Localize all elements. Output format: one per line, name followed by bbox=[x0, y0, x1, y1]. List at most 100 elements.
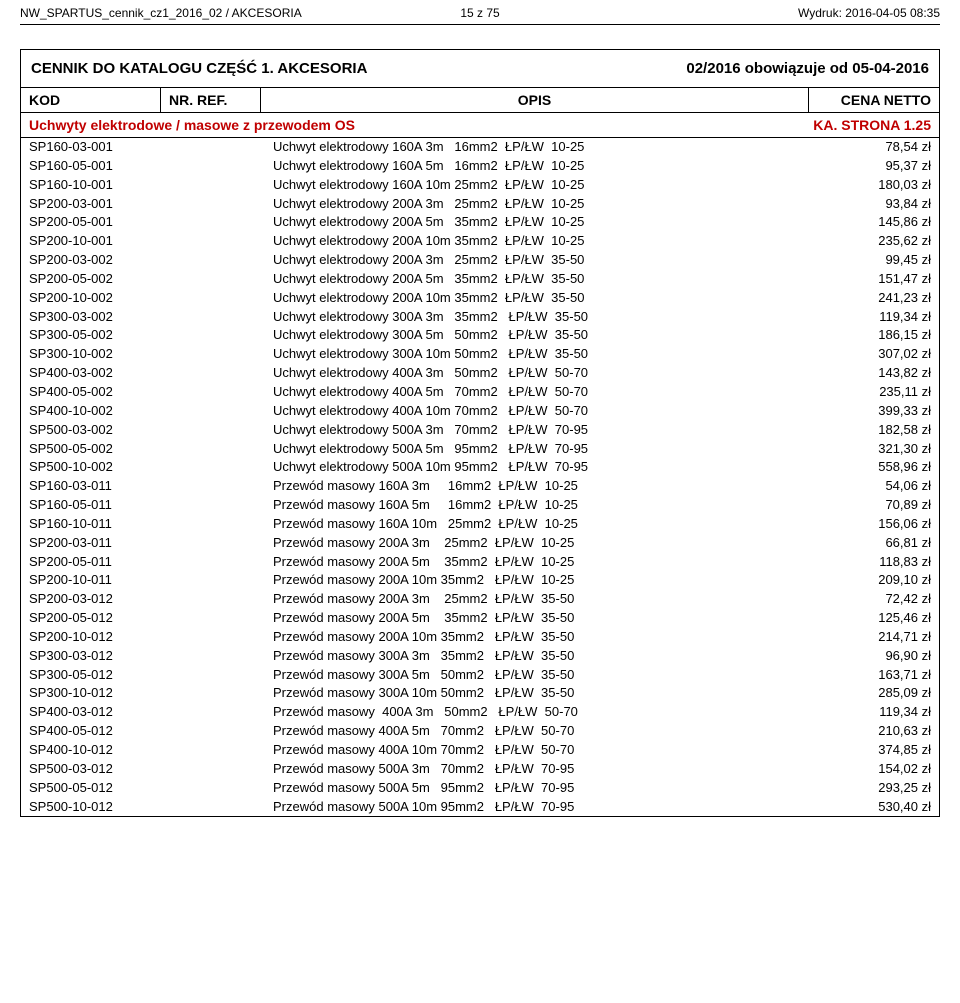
cell-opis: Przewód masowy 400A 10m 70mm2 ŁP/ŁW 50-7… bbox=[269, 741, 801, 760]
cell-opis: Uchwyt elektrodowy 200A 5m 35mm2 ŁP/ŁW 3… bbox=[269, 270, 801, 289]
cell-ref bbox=[169, 722, 269, 741]
cell-cena: 70,89 zł bbox=[801, 496, 931, 515]
cell-cena: 156,06 zł bbox=[801, 515, 931, 534]
catalog-title: CENNIK DO KATALOGU CZĘŚĆ 1. AKCESORIA bbox=[31, 60, 367, 77]
table-row: SP300-05-002Uchwyt elektrodowy 300A 5m 5… bbox=[21, 326, 939, 345]
cell-ref bbox=[169, 176, 269, 195]
cell-ref bbox=[169, 458, 269, 477]
cell-kod: SP300-05-012 bbox=[29, 666, 169, 685]
cell-kod: SP160-03-011 bbox=[29, 477, 169, 496]
col-header-cena: CENA NETTO bbox=[809, 88, 939, 112]
section-heading: Uchwyty elektrodowe / masowe z przewodem… bbox=[21, 113, 939, 138]
cell-cena: 145,86 zł bbox=[801, 213, 931, 232]
cell-ref bbox=[169, 232, 269, 251]
cell-kod: SP160-05-011 bbox=[29, 496, 169, 515]
table-row: SP500-10-012Przewód masowy 500A 10m 95mm… bbox=[21, 798, 939, 817]
cell-ref bbox=[169, 138, 269, 157]
cell-opis: Przewód masowy 200A 3m 25mm2 ŁP/ŁW 10-25 bbox=[269, 534, 801, 553]
cell-ref bbox=[169, 364, 269, 383]
cell-opis: Uchwyt elektrodowy 200A 5m 35mm2 ŁP/ŁW 1… bbox=[269, 213, 801, 232]
cell-ref bbox=[169, 553, 269, 572]
cell-kod: SP200-03-011 bbox=[29, 534, 169, 553]
cell-opis: Przewód masowy 160A 5m 16mm2 ŁP/ŁW 10-25 bbox=[269, 496, 801, 515]
header-center: 15 z 75 bbox=[440, 6, 519, 20]
cell-opis: Uchwyt elektrodowy 160A 3m 16mm2 ŁP/ŁW 1… bbox=[269, 138, 801, 157]
cell-opis: Uchwyt elektrodowy 400A 10m 70mm2 ŁP/ŁW … bbox=[269, 402, 801, 421]
cell-ref bbox=[169, 157, 269, 176]
catalog-valid-from: 02/2016 obowiązuje od 05-04-2016 bbox=[686, 60, 929, 77]
cell-ref bbox=[169, 684, 269, 703]
cell-kod: SP200-05-001 bbox=[29, 213, 169, 232]
cell-ref bbox=[169, 779, 269, 798]
cell-opis: Uchwyt elektrodowy 200A 3m 25mm2 ŁP/ŁW 1… bbox=[269, 195, 801, 214]
cell-ref bbox=[169, 760, 269, 779]
cell-opis: Przewód masowy 300A 5m 50mm2 ŁP/ŁW 35-50 bbox=[269, 666, 801, 685]
cell-kod: SP300-03-002 bbox=[29, 308, 169, 327]
cell-kod: SP300-05-002 bbox=[29, 326, 169, 345]
cell-cena: 78,54 zł bbox=[801, 138, 931, 157]
cell-opis: Uchwyt elektrodowy 500A 5m 95mm2 ŁP/ŁW 7… bbox=[269, 440, 801, 459]
table-row: SP300-05-012 Przewód masowy 300A 5m 50mm2… bbox=[21, 666, 939, 685]
cell-kod: SP500-10-002 bbox=[29, 458, 169, 477]
cell-cena: 95,37 zł bbox=[801, 157, 931, 176]
header-right: Wydruk: 2016-04-05 08:35 bbox=[520, 6, 940, 20]
cell-ref bbox=[169, 703, 269, 722]
table-row: SP200-05-011Przewód masowy 200A 5m 35mm2… bbox=[21, 553, 939, 572]
cell-ref bbox=[169, 571, 269, 590]
cell-opis: Uchwyt elektrodowy 160A 10m 25mm2 ŁP/ŁW … bbox=[269, 176, 801, 195]
cell-ref bbox=[169, 628, 269, 647]
cell-ref bbox=[169, 402, 269, 421]
cell-cena: 530,40 zł bbox=[801, 798, 931, 817]
cell-opis: Przewód masowy 200A 5m 35mm2 ŁP/ŁW 35-50 bbox=[269, 609, 801, 628]
cell-opis: Przewód masowy 300A 10m 50mm2 ŁP/ŁW 35-5… bbox=[269, 684, 801, 703]
cell-cena: 154,02 zł bbox=[801, 760, 931, 779]
cell-ref bbox=[169, 289, 269, 308]
cell-ref bbox=[169, 741, 269, 760]
cell-cena: 209,10 zł bbox=[801, 571, 931, 590]
table-row: SP160-10-001Uchwyt elektrodowy 160A 10m … bbox=[21, 176, 939, 195]
cell-opis: Uchwyt elektrodowy 300A 3m 35mm2 ŁP/ŁW 3… bbox=[269, 308, 801, 327]
cell-opis: Przewód masowy 500A 3m 70mm2 ŁP/ŁW 70-95 bbox=[269, 760, 801, 779]
cell-cena: 125,46 zł bbox=[801, 609, 931, 628]
cell-kod: SP200-05-012 bbox=[29, 609, 169, 628]
table-row: SP200-05-001 Uchwyt elektrodowy 200A 5m 3… bbox=[21, 213, 939, 232]
cell-kod: SP500-10-012 bbox=[29, 798, 169, 817]
cell-cena: 399,33 zł bbox=[801, 402, 931, 421]
cell-cena: 119,34 zł bbox=[801, 703, 931, 722]
cell-cena: 93,84 zł bbox=[801, 195, 931, 214]
cell-cena: 214,71 zł bbox=[801, 628, 931, 647]
cell-kod: SP300-03-012 bbox=[29, 647, 169, 666]
cell-cena: 235,62 zł bbox=[801, 232, 931, 251]
cell-opis: Przewód masowy 400A 3m 50mm2 ŁP/ŁW 50-70 bbox=[269, 703, 801, 722]
cell-kod: SP400-05-002 bbox=[29, 383, 169, 402]
cell-opis: Uchwyt elektrodowy 200A 3m 25mm2 ŁP/ŁW 3… bbox=[269, 251, 801, 270]
cell-cena: 143,82 zł bbox=[801, 364, 931, 383]
table-row: SP500-03-002Uchwyt elektrodowy 500A 3m 7… bbox=[21, 421, 939, 440]
table-row: SP400-05-012Przewód masowy 400A 5m 70mm2… bbox=[21, 722, 939, 741]
cell-kod: SP300-10-012 bbox=[29, 684, 169, 703]
title-row: CENNIK DO KATALOGU CZĘŚĆ 1. AKCESORIA 02… bbox=[21, 50, 939, 87]
cell-ref bbox=[169, 647, 269, 666]
cell-ref bbox=[169, 440, 269, 459]
table-row: SP500-03-012Przewód masowy 500A 3m 70mm2… bbox=[21, 760, 939, 779]
table-row: SP200-03-002Uchwyt elektrodowy 200A 3m 2… bbox=[21, 251, 939, 270]
cell-kod: SP160-10-011 bbox=[29, 515, 169, 534]
cell-cena: 182,58 zł bbox=[801, 421, 931, 440]
table-row: SP400-10-002Uchwyt elektrodowy 400A 10m … bbox=[21, 402, 939, 421]
cell-kod: SP300-10-002 bbox=[29, 345, 169, 364]
cell-opis: Uchwyt elektrodowy 160A 5m 16mm2 ŁP/ŁW 1… bbox=[269, 157, 801, 176]
table-row: SP500-05-002Uchwyt elektrodowy 500A 5m 9… bbox=[21, 440, 939, 459]
columns-header: KOD NR. REF. OPIS CENA NETTO bbox=[21, 87, 939, 113]
cell-opis: Uchwyt elektrodowy 400A 5m 70mm2 ŁP/ŁW 5… bbox=[269, 383, 801, 402]
header-left: NW_SPARTUS_cennik_cz1_2016_02 / AKCESORI… bbox=[20, 6, 440, 20]
page-header: NW_SPARTUS_cennik_cz1_2016_02 / AKCESORI… bbox=[0, 0, 960, 22]
table-row: SP300-03-012Przewód masowy 300A 3m 35mm2… bbox=[21, 647, 939, 666]
cell-opis: Uchwyt elektrodowy 300A 10m 50mm2 ŁP/ŁW … bbox=[269, 345, 801, 364]
cell-ref bbox=[169, 609, 269, 628]
cell-ref bbox=[169, 477, 269, 496]
cell-ref bbox=[169, 421, 269, 440]
cell-cena: 96,90 zł bbox=[801, 647, 931, 666]
cell-cena: 180,03 zł bbox=[801, 176, 931, 195]
cell-cena: 66,81 zł bbox=[801, 534, 931, 553]
cell-cena: 72,42 zł bbox=[801, 590, 931, 609]
